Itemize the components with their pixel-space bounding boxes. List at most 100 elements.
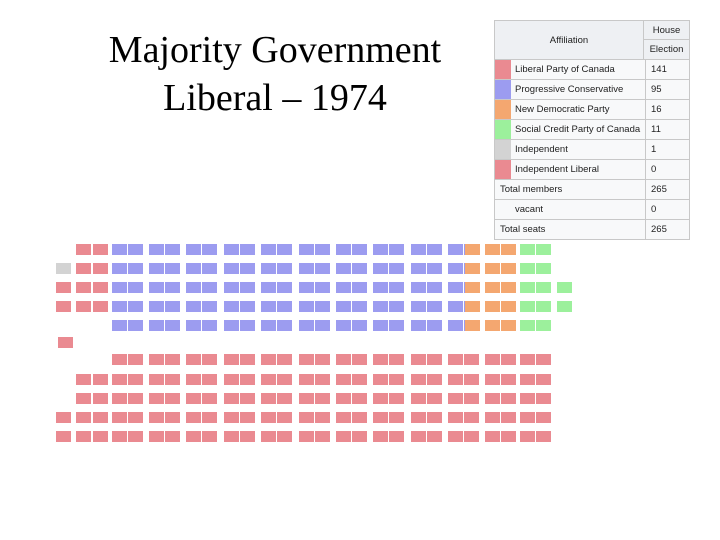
table-row-vacant: vacant 0 — [494, 200, 690, 220]
pc-seat — [240, 263, 255, 274]
social-credit-seat — [520, 320, 535, 331]
party-name: Liberal Party of Canada — [515, 64, 615, 75]
pc-seat — [277, 244, 292, 255]
party-seats: 95 — [645, 80, 691, 99]
social-credit-seat — [536, 263, 551, 274]
liberal-seat — [56, 282, 71, 293]
pc-seat — [128, 320, 143, 331]
table-row-total-seats: Total seats 265 — [494, 220, 690, 240]
liberal-seat — [240, 412, 255, 423]
liberal-seat — [149, 354, 164, 365]
pc-seat — [427, 282, 442, 293]
pc-seat — [165, 244, 180, 255]
liberal-seat — [149, 412, 164, 423]
pc-seat — [427, 244, 442, 255]
liberal-seat — [485, 412, 500, 423]
pc-seat — [336, 263, 351, 274]
pc-seat — [128, 263, 143, 274]
pc-seat — [224, 263, 239, 274]
pc-seat — [202, 320, 217, 331]
table-row-social-credit: Social Credit Party of Canada 11 — [494, 120, 690, 140]
pc-seat — [352, 244, 367, 255]
pc-seat — [411, 244, 426, 255]
liberal-seat — [485, 354, 500, 365]
table-header-election: Election — [644, 40, 690, 60]
liberal-seat — [202, 393, 217, 404]
total-seats-value: 265 — [645, 220, 691, 239]
pc-seat — [299, 320, 314, 331]
liberal-seat — [224, 431, 239, 442]
pc-seat — [373, 263, 388, 274]
table-row-liberal: Liberal Party of Canada 141 — [494, 60, 690, 80]
pc-seat — [448, 320, 463, 331]
ndp-seat — [501, 301, 516, 312]
liberal-seat — [93, 374, 108, 385]
party-seats: 0 — [645, 160, 691, 179]
social-credit-seat — [520, 301, 535, 312]
liberal-seat — [112, 354, 127, 365]
liberal-seat — [464, 412, 479, 423]
liberal-seat — [128, 393, 143, 404]
liberal-seat — [93, 282, 108, 293]
party-color-swatch — [495, 120, 511, 139]
liberal-seat — [427, 412, 442, 423]
liberal-seat — [411, 431, 426, 442]
liberal-seat — [536, 354, 551, 365]
liberal-seat — [501, 354, 516, 365]
ndp-seat — [501, 282, 516, 293]
liberal-seat — [76, 244, 91, 255]
liberal-seat — [485, 393, 500, 404]
pc-seat — [112, 244, 127, 255]
ndp-seat — [465, 263, 480, 274]
pc-seat — [373, 301, 388, 312]
social-credit-seat — [557, 282, 572, 293]
liberal-seat — [277, 431, 292, 442]
slide-title: Majority Government Liberal – 1974 — [60, 26, 490, 122]
pc-seat — [336, 320, 351, 331]
liberal-seat — [202, 431, 217, 442]
liberal-seat — [76, 431, 91, 442]
liberal-seat — [464, 354, 479, 365]
pc-seat — [336, 282, 351, 293]
liberal-seat — [186, 354, 201, 365]
pc-seat — [149, 263, 164, 274]
pc-seat — [427, 320, 442, 331]
liberal-seat — [165, 354, 180, 365]
table-header-affiliation: Affiliation — [494, 20, 644, 60]
liberal-seat — [76, 282, 91, 293]
liberal-seat — [520, 412, 535, 423]
pc-seat — [352, 320, 367, 331]
liberal-seat — [165, 393, 180, 404]
liberal-seat — [520, 354, 535, 365]
party-name: Social Credit Party of Canada — [515, 124, 641, 135]
pc-seat — [448, 282, 463, 293]
liberal-seat — [448, 393, 463, 404]
liberal-seat — [261, 374, 276, 385]
liberal-seat — [128, 354, 143, 365]
pc-seat — [315, 320, 330, 331]
party-seats: 141 — [645, 60, 691, 79]
liberal-seat — [93, 244, 108, 255]
pc-seat — [224, 282, 239, 293]
liberal-seat — [112, 393, 127, 404]
ndp-seat — [485, 263, 500, 274]
liberal-seat — [411, 393, 426, 404]
pc-seat — [165, 301, 180, 312]
vacant-value: 0 — [645, 200, 691, 219]
pc-seat — [389, 263, 404, 274]
liberal-seat — [336, 431, 351, 442]
liberal-seat — [240, 354, 255, 365]
pc-seat — [224, 320, 239, 331]
pc-seat — [315, 301, 330, 312]
pc-seat — [186, 301, 201, 312]
liberal-seat — [277, 412, 292, 423]
social-credit-seat — [536, 282, 551, 293]
pc-seat — [202, 244, 217, 255]
ndp-seat — [465, 301, 480, 312]
liberal-seat — [202, 354, 217, 365]
liberal-seat — [485, 431, 500, 442]
pc-seat — [202, 282, 217, 293]
pc-seat — [277, 263, 292, 274]
independent-seat — [56, 263, 71, 274]
liberal-seat — [373, 412, 388, 423]
